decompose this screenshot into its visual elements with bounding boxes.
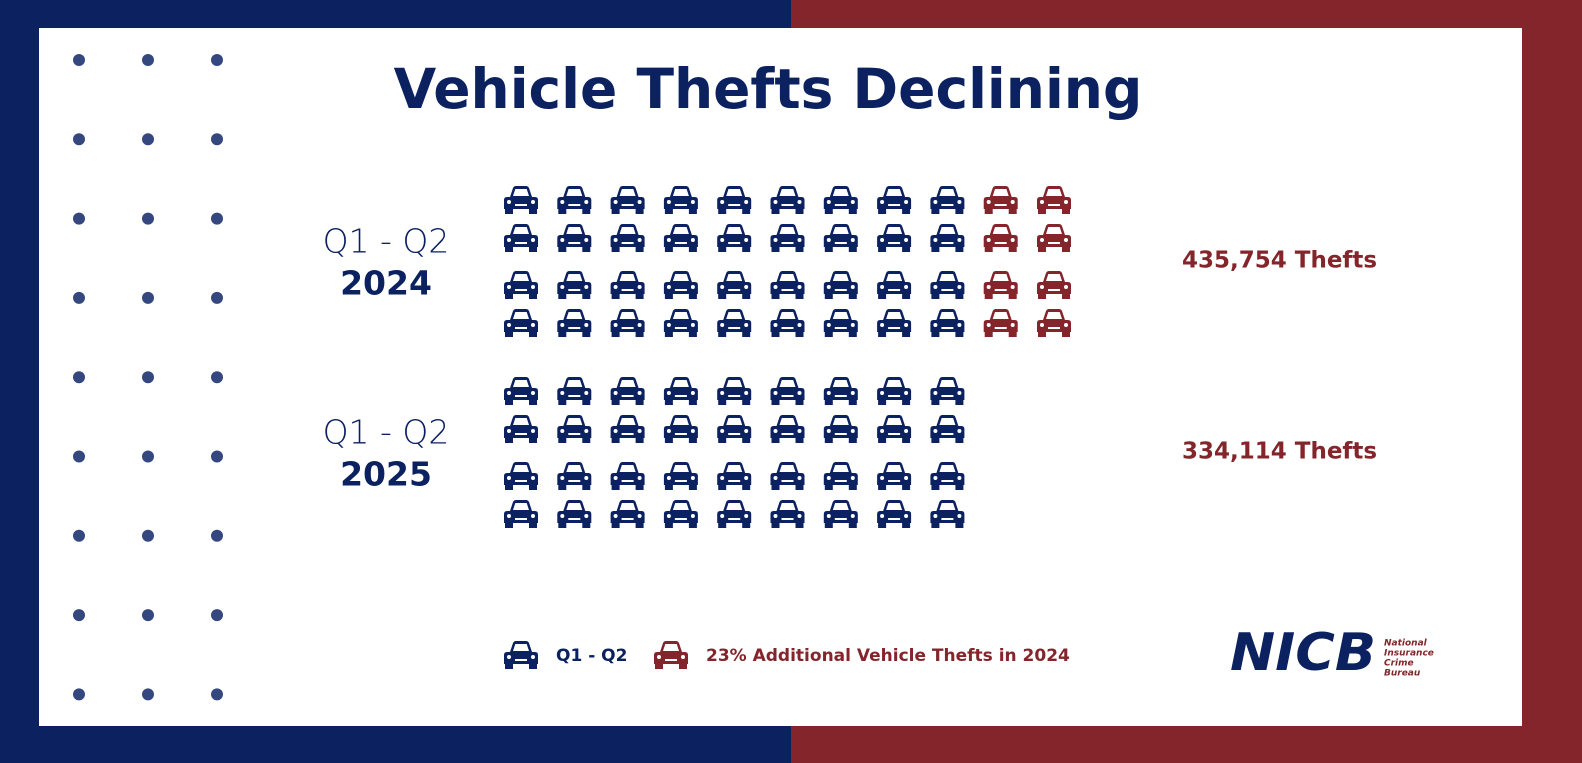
dot	[73, 529, 85, 542]
panel	[39, 28, 1522, 726]
dot	[211, 450, 223, 463]
dot	[142, 450, 154, 463]
dot	[73, 609, 85, 622]
dot	[142, 529, 154, 542]
dot	[142, 371, 154, 384]
row-value-label: 435,754 Thefts	[1182, 248, 1377, 274]
dot	[73, 291, 85, 304]
dot	[142, 688, 154, 701]
row-year: 2025	[340, 455, 432, 494]
dot	[73, 450, 85, 463]
dot	[73, 54, 85, 66]
dot	[73, 212, 85, 225]
row-year: 2024	[340, 264, 432, 303]
dot	[73, 371, 85, 384]
dot	[142, 54, 154, 66]
dot	[211, 212, 223, 225]
logo-line: National	[1384, 639, 1428, 649]
dot-pattern	[73, 54, 223, 701]
dot	[142, 291, 154, 304]
dot	[142, 212, 154, 225]
legend-label: Q1 - Q2	[556, 646, 627, 666]
logo-name: NICB	[1230, 623, 1376, 683]
dot	[142, 609, 154, 622]
row-period: Q1 - Q2	[323, 222, 450, 261]
logo-line: Crime	[1384, 659, 1414, 669]
dot	[73, 133, 85, 146]
dot	[211, 609, 223, 622]
dot	[211, 54, 223, 66]
chart-title: Vehicle Thefts Declining	[394, 57, 1143, 121]
dot	[142, 133, 154, 146]
row-period: Q1 - Q2	[323, 413, 450, 452]
dot	[211, 291, 223, 304]
logo-line: Bureau	[1384, 669, 1421, 679]
dot	[211, 529, 223, 542]
logo-line: Insurance	[1384, 649, 1434, 659]
row-value-label: 334,114 Thefts	[1182, 439, 1377, 465]
dot	[211, 133, 223, 146]
legend-label: 23% Additional Vehicle Thefts in 2024	[706, 646, 1070, 666]
dot	[211, 688, 223, 701]
dot	[73, 688, 85, 701]
dot	[211, 371, 223, 384]
